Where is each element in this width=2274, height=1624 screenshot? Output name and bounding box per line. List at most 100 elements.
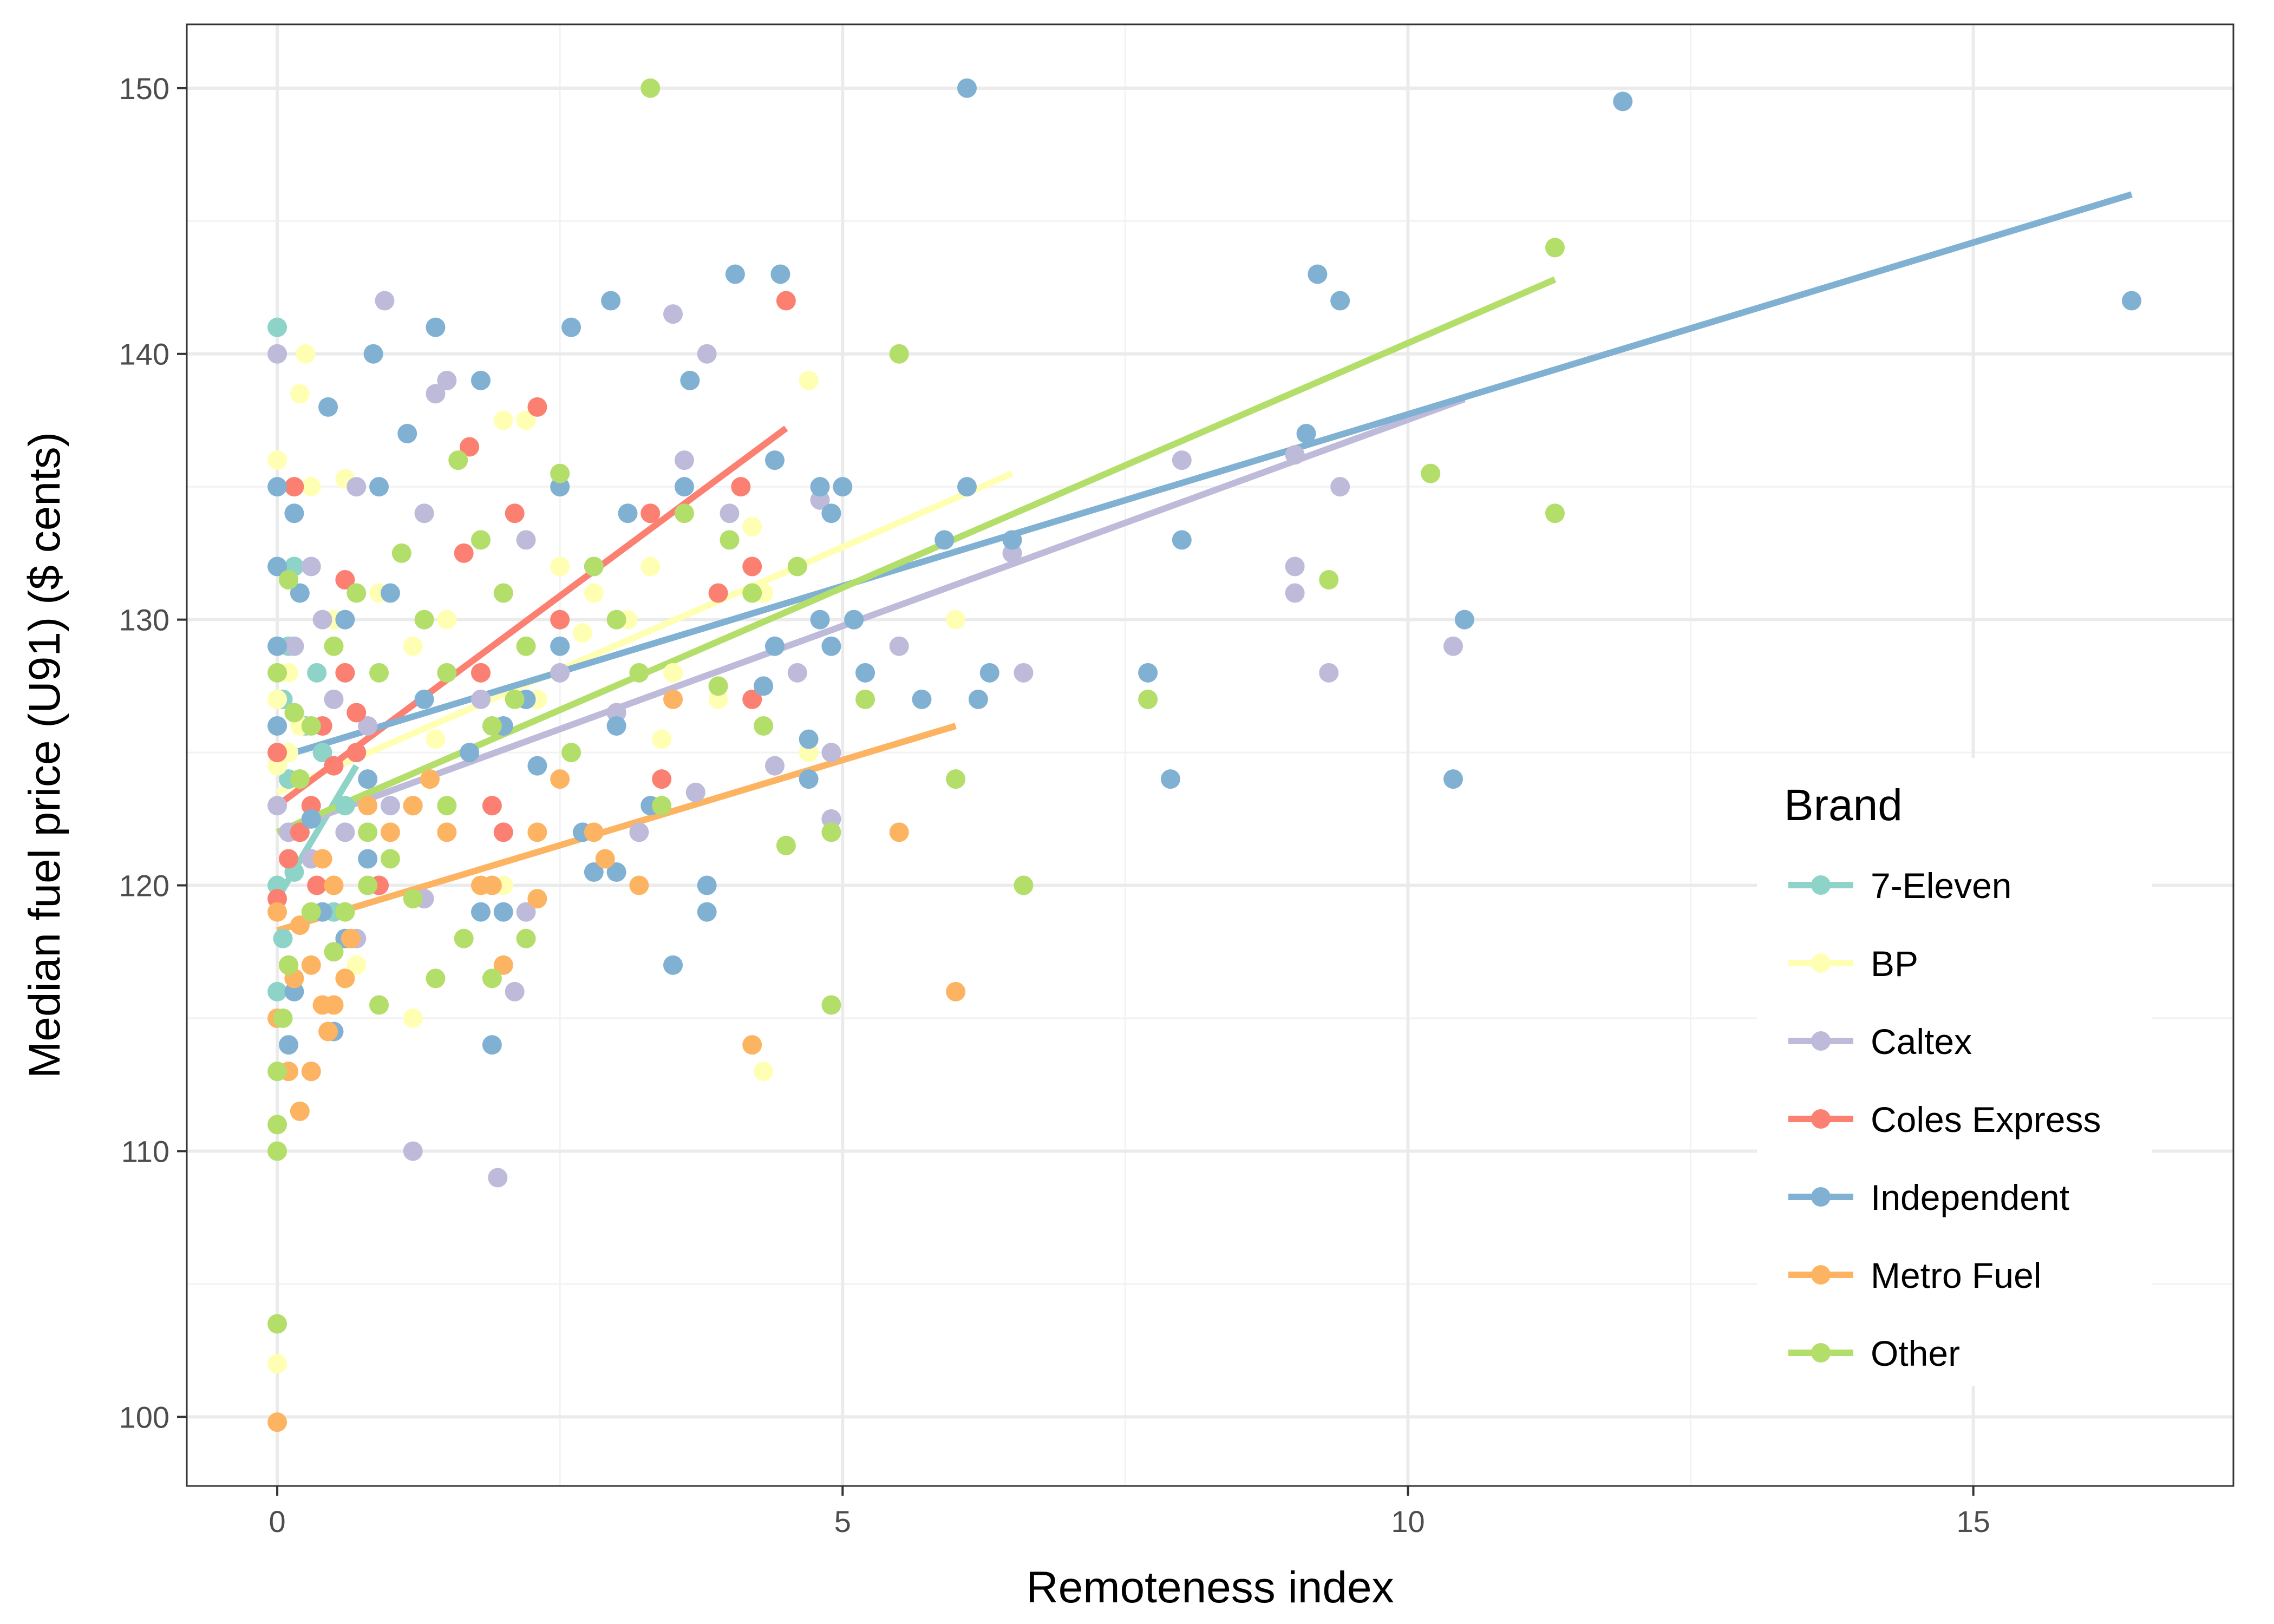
y-tick-label: 110 [121,1134,169,1168]
data-point [437,663,457,683]
data-point [764,756,785,776]
data-point [267,317,287,337]
data-point [708,583,728,603]
data-point [516,410,536,430]
data-point [606,862,626,882]
data-point [725,264,745,284]
data-point [318,397,338,417]
legend-key [1788,875,1853,895]
data-point [742,583,762,603]
data-point [1545,503,1565,523]
trend-line-independent [276,191,2133,761]
data-point [278,1035,298,1055]
series-points-coles-express [267,291,796,909]
data-point [301,716,321,736]
legend-key-point [1811,1109,1831,1129]
data-point [380,583,400,603]
data-point [301,556,321,577]
data-point [369,995,389,1015]
data-point [290,915,310,935]
data-point [347,955,367,975]
data-point [708,676,728,696]
data-point [335,570,355,590]
data-point [685,782,705,802]
data-point [697,344,717,364]
data-point [912,689,932,709]
data-point [324,942,344,962]
data-point [437,610,457,630]
data-point [968,689,988,709]
legend-key [1788,1187,1853,1207]
data-point [403,1009,423,1028]
data-point [403,636,423,656]
legend-label: Other [1871,1333,1960,1373]
data-point [584,556,604,577]
data-point [391,543,411,563]
data-point [284,636,304,656]
data-point [273,1009,293,1028]
data-point [742,516,762,536]
legend-key-point [1811,953,1831,973]
data-point [1443,636,1463,656]
data-point [1285,445,1305,465]
data-point [674,503,694,523]
data-point [1545,238,1565,258]
data-point [601,291,621,311]
data-point [290,384,310,404]
legend-key [1788,953,1853,973]
data-point [335,968,355,988]
data-point [397,424,417,443]
data-point [776,291,796,311]
data-point [810,477,830,497]
data-point [267,743,287,763]
data-point [663,689,683,709]
data-point [663,304,683,324]
data-point [267,344,287,364]
data-point [335,796,355,816]
data-point [629,822,649,842]
data-point [267,981,287,1001]
data-point [821,822,841,842]
data-point [641,78,661,98]
data-point [290,822,310,842]
data-point [488,1168,508,1188]
data-point [347,703,367,723]
data-point [799,729,819,749]
data-point [312,610,332,630]
data-point [278,849,298,869]
data-point [572,623,592,643]
data-point [1421,463,1441,483]
data-point [1285,583,1305,603]
data-point [460,437,480,457]
data-point [1172,450,1192,470]
data-point [1002,530,1022,550]
data-point [471,902,491,922]
data-point [754,1062,774,1082]
data-point [561,743,581,763]
legend-key-point [1811,1187,1831,1207]
x-tick-label: 5 [834,1504,851,1538]
data-point [312,849,332,869]
data-point [810,610,830,630]
data-point [301,1062,321,1082]
data-point [369,477,389,497]
legend-key-point [1811,1031,1831,1051]
data-point [516,636,536,656]
data-point [380,822,400,842]
x-tick-label: 10 [1391,1504,1424,1538]
data-point [267,1354,287,1374]
data-point [341,928,361,948]
data-point [493,902,513,922]
data-point [663,955,683,975]
data-point [550,636,570,656]
data-point [2122,291,2142,311]
data-point [742,689,762,709]
data-point [324,995,344,1015]
legend-key [1788,1031,1853,1051]
y-axis-title: Median fuel price (U91) ($ cents) [20,432,69,1078]
data-point [471,530,491,550]
data-point [889,344,909,364]
data-point [267,1314,287,1334]
data-point [754,716,774,736]
data-point [550,556,570,577]
